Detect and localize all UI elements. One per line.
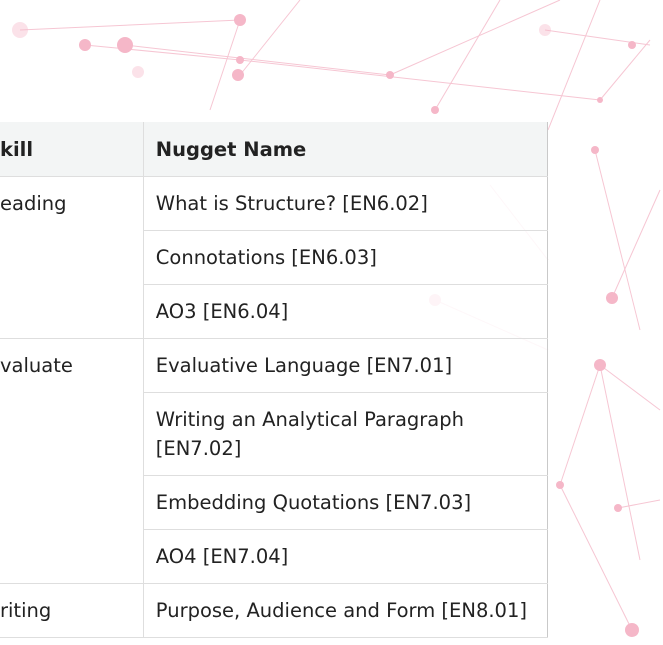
nugget-table: kill Nugget Name eading What is Structure… [0, 122, 548, 638]
nugget-cell: AO4 [EN7.04] [143, 529, 548, 584]
table-row: Embedding Quotations [EN7.03] [0, 475, 548, 530]
table-row: eading What is Structure? [EN6.02] [0, 176, 548, 339]
table-row: valuate Evaluative Language [EN7.01] [0, 338, 548, 584]
skill-cell: riting [0, 583, 144, 638]
skill-cell: eading [0, 176, 144, 339]
nugget-cell: Connotations [EN6.03] [143, 230, 548, 285]
nugget-cell: What is Structure? [EN6.02] [143, 176, 548, 231]
table-row: AO3 [EN6.04] [0, 284, 548, 339]
nugget-cell: Evaluative Language [EN7.01] [143, 338, 548, 393]
table-row: Writing an Analytical Paragraph [EN7.02] [0, 392, 548, 476]
table-row: AO4 [EN7.04] [0, 529, 548, 584]
header-row: kill Nugget Name [0, 122, 548, 177]
table-body: eading What is Structure? [EN6.02] Connota… [0, 176, 548, 638]
nugget-cell: Purpose, Audience and Form [EN8.01] [143, 583, 548, 638]
nugget-cell: AO3 [EN6.04] [143, 284, 548, 339]
nugget-cell: Embedding Quotations [EN7.03] [143, 475, 548, 530]
skill-cell: valuate [0, 338, 144, 584]
table-row: Connotations [EN6.03] [0, 230, 548, 285]
table-row: riting Purpose, Audience and Form [EN8.01… [0, 583, 548, 638]
header-cell: kill [0, 122, 144, 177]
nugget-cell: Writing an Analytical Paragraph [EN7.02] [143, 392, 548, 476]
header-cell: Nugget Name [143, 122, 548, 177]
